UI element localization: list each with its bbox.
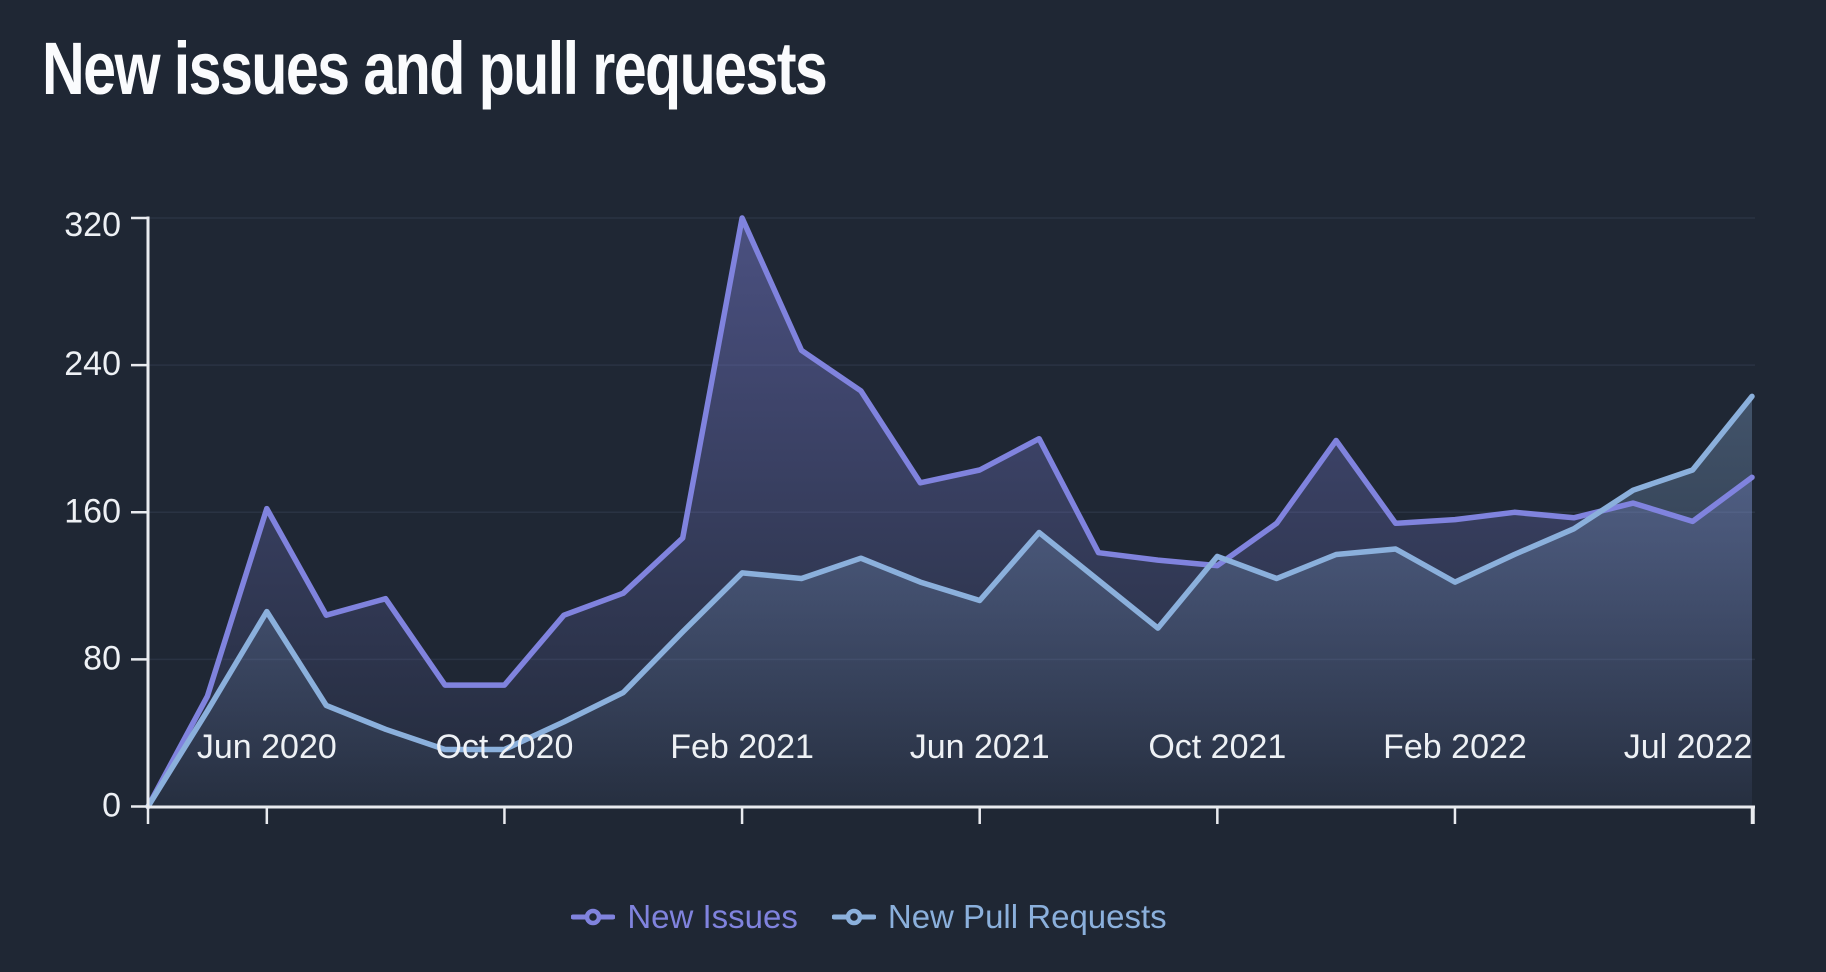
x-axis-label: Feb 2022 <box>1383 728 1527 766</box>
x-axis-label: Feb 2021 <box>670 728 814 766</box>
legend-item-issues[interactable]: New Issues <box>571 898 798 936</box>
x-axis-label: Jul 2022 <box>1624 728 1753 766</box>
legend-line-marker-icon <box>571 908 616 926</box>
y-axis-label: 240 <box>64 345 121 383</box>
x-axis-label: Oct 2021 <box>1148 728 1286 766</box>
legend-item-pull_requests[interactable]: New Pull Requests <box>831 898 1167 936</box>
y-axis-label: 0 <box>102 787 121 825</box>
y-axis-label: 80 <box>83 639 121 677</box>
y-axis-label: 160 <box>64 492 121 530</box>
issues-line <box>145 215 1755 810</box>
x-axis-label: Jun 2020 <box>197 728 337 766</box>
legend-line-marker-icon <box>831 908 876 926</box>
y-axis-label: 320 <box>64 206 121 244</box>
chart-title: New issues and pull requests <box>42 27 828 110</box>
chart-legend: New Issues New Pull Requests <box>0 898 1782 936</box>
pull-requests-line <box>145 393 1755 810</box>
pull-requests-area <box>148 396 1752 807</box>
legend-label: New Pull Requests <box>887 898 1167 935</box>
x-axis-label: Oct 2020 <box>435 728 573 766</box>
legend-label: New Issues <box>627 898 798 935</box>
x-axis-label: Jun 2021 <box>910 728 1050 766</box>
